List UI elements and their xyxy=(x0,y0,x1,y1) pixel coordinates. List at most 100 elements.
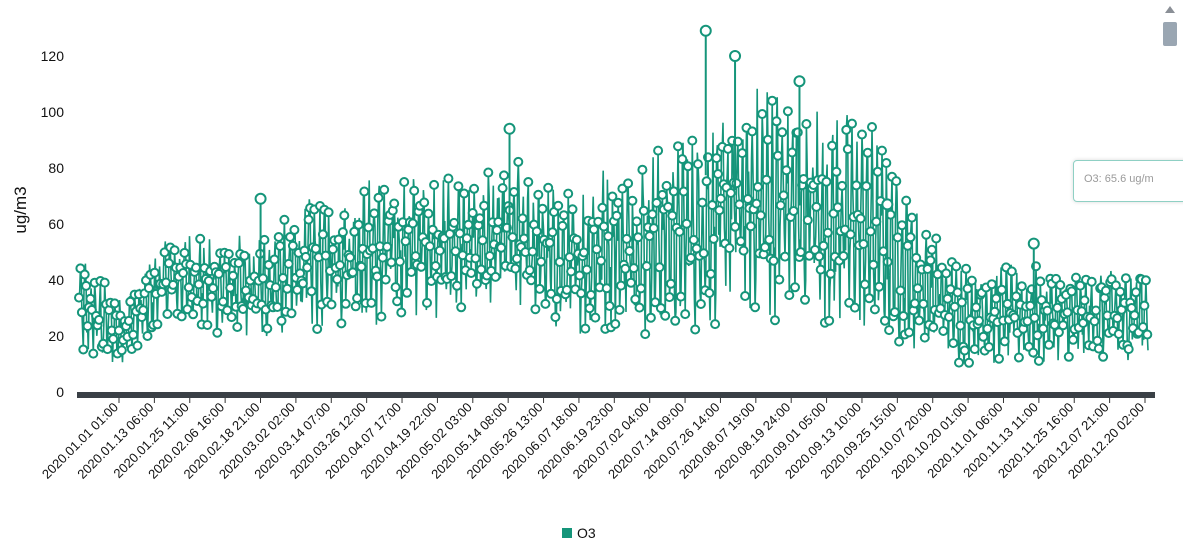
data-point xyxy=(590,312,601,323)
data-point xyxy=(524,265,535,276)
data-point xyxy=(434,245,445,256)
data-point xyxy=(742,194,753,204)
data-point xyxy=(1013,352,1024,363)
data-point xyxy=(735,236,746,247)
data-point xyxy=(423,208,434,219)
data-point xyxy=(409,185,420,196)
data-point xyxy=(78,344,89,355)
data-point xyxy=(558,210,569,221)
data-point xyxy=(904,327,915,338)
data-point xyxy=(708,233,719,244)
data-point xyxy=(784,290,795,301)
data-point xyxy=(169,245,180,256)
data-point xyxy=(1089,316,1100,327)
data-point xyxy=(523,177,534,187)
data-point xyxy=(962,283,973,294)
scrollbar-thumb[interactable] xyxy=(1163,22,1177,46)
data-point xyxy=(895,285,906,296)
data-point xyxy=(1029,312,1040,323)
data-point xyxy=(778,190,789,201)
data-point xyxy=(547,227,558,238)
data-point xyxy=(576,288,587,299)
data-point xyxy=(724,243,735,254)
data-point xyxy=(775,200,786,211)
data-point xyxy=(259,234,270,245)
data-point xyxy=(443,173,454,184)
data-point xyxy=(419,197,430,208)
scroll-up-icon[interactable] xyxy=(1165,6,1175,13)
data-point xyxy=(574,270,585,281)
data-point xyxy=(811,201,822,212)
data-point xyxy=(616,280,626,291)
data-point xyxy=(770,315,780,326)
data-point xyxy=(597,202,608,213)
data-point xyxy=(208,283,219,294)
legend-swatch-o3 xyxy=(562,528,572,538)
legend[interactable]: O3 xyxy=(562,525,596,541)
data-point xyxy=(931,233,942,244)
data-point xyxy=(470,253,481,264)
data-point xyxy=(764,234,775,245)
data-point xyxy=(218,296,229,307)
data-point xyxy=(665,278,676,289)
data-point xyxy=(804,250,815,261)
data-point xyxy=(1100,285,1111,296)
data-point xyxy=(596,255,606,266)
data-point xyxy=(762,134,773,145)
data-point xyxy=(509,187,519,197)
data-point xyxy=(499,170,509,181)
data-point xyxy=(553,200,564,211)
data-point xyxy=(752,181,763,192)
data-point xyxy=(914,315,925,326)
data-point xyxy=(1120,273,1131,284)
data-point xyxy=(306,286,317,297)
data-point xyxy=(483,167,494,178)
data-point xyxy=(688,234,699,245)
data-point xyxy=(825,268,836,279)
data-point xyxy=(81,280,92,291)
data-point xyxy=(128,329,139,340)
data-point xyxy=(332,274,343,285)
data-point xyxy=(396,307,407,318)
data-point xyxy=(586,289,596,300)
data-point xyxy=(627,195,638,206)
data-point xyxy=(326,299,337,310)
data-point xyxy=(922,264,933,274)
data-point xyxy=(581,264,592,275)
data-point xyxy=(942,293,953,304)
data-point xyxy=(832,202,843,213)
data-point xyxy=(222,305,233,316)
data-point xyxy=(841,124,852,135)
data-point xyxy=(996,284,1007,295)
data-point xyxy=(878,246,889,257)
data-point xyxy=(406,267,417,277)
data-point xyxy=(677,154,688,165)
data-point xyxy=(1115,286,1126,297)
data-point xyxy=(897,220,907,231)
y-axis: 0 20 40 60 80 100 120 xyxy=(41,48,65,400)
data-point xyxy=(533,189,544,200)
data-point xyxy=(99,277,110,288)
data-point xyxy=(477,235,488,246)
data-point xyxy=(800,294,810,305)
data-point xyxy=(390,282,401,293)
data-point xyxy=(347,267,358,278)
data-point xyxy=(327,244,338,255)
data-point xyxy=(861,181,872,192)
data-point xyxy=(195,233,206,244)
peak-point xyxy=(1027,237,1040,250)
data-point xyxy=(1032,330,1043,341)
data-point xyxy=(966,275,977,286)
data-point xyxy=(902,240,913,251)
data-point xyxy=(651,197,662,208)
data-point xyxy=(959,345,970,356)
data-point xyxy=(183,282,194,293)
data-point xyxy=(633,232,644,243)
data-point xyxy=(725,188,736,198)
data-point xyxy=(638,205,649,216)
data-point xyxy=(453,181,464,192)
data-point xyxy=(289,224,300,235)
data-point xyxy=(225,282,236,293)
data-point xyxy=(640,329,651,340)
data-point xyxy=(868,259,879,270)
